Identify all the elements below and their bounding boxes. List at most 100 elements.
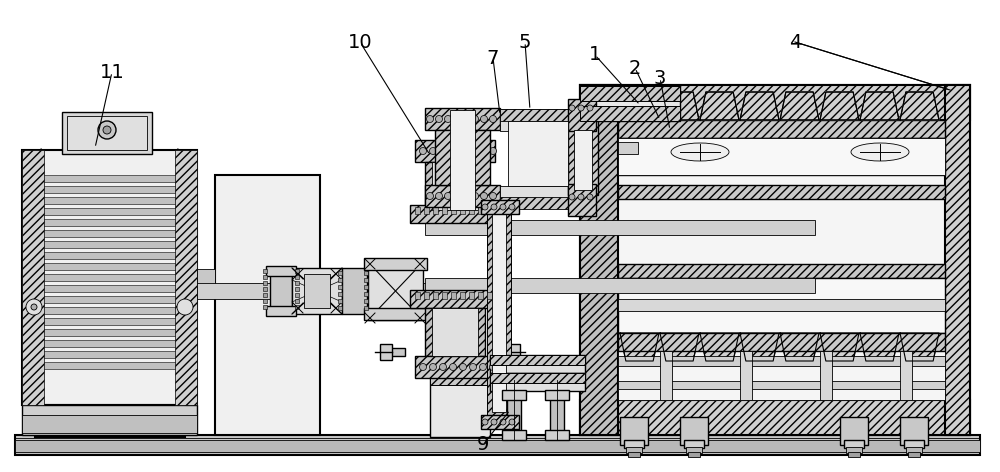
Polygon shape [780, 333, 819, 361]
Circle shape [490, 116, 496, 123]
Bar [620, 417, 648, 445]
Bar [580, 85, 970, 120]
Bar [508, 344, 520, 360]
Polygon shape [620, 333, 659, 361]
Bar [263, 299, 267, 303]
Text: 3: 3 [654, 68, 666, 87]
Bar [342, 268, 367, 314]
Bar [215, 175, 320, 435]
Polygon shape [860, 333, 899, 361]
Bar [295, 269, 299, 273]
Bar [904, 440, 924, 448]
Bar [435, 130, 490, 185]
Circle shape [462, 116, 470, 123]
Circle shape [426, 193, 434, 200]
Bar [263, 281, 267, 285]
Circle shape [460, 147, 466, 154]
Bar [840, 417, 868, 445]
Bar [580, 400, 970, 435]
Bar [34, 263, 185, 270]
Bar [424, 292, 429, 299]
Bar [618, 264, 945, 278]
Bar [490, 355, 585, 373]
Bar [478, 207, 483, 214]
Circle shape [440, 147, 446, 154]
Bar [22, 150, 44, 405]
Bar [67, 116, 147, 150]
Bar [490, 355, 585, 365]
Bar [433, 207, 438, 214]
Bar [364, 271, 368, 275]
Polygon shape [620, 92, 659, 120]
Polygon shape [700, 333, 739, 361]
Bar [34, 285, 185, 292]
Polygon shape [820, 333, 859, 361]
Bar [34, 296, 185, 303]
Bar [848, 452, 860, 457]
Circle shape [444, 116, 452, 123]
Bar [364, 299, 368, 303]
Bar [263, 269, 267, 273]
Text: 1: 1 [589, 45, 601, 65]
Circle shape [480, 116, 488, 123]
Polygon shape [620, 333, 659, 361]
Bar [34, 351, 185, 358]
Circle shape [491, 419, 497, 425]
Bar [481, 415, 519, 429]
Polygon shape [740, 333, 779, 361]
Bar [906, 447, 922, 453]
Bar [442, 292, 447, 299]
Bar [618, 120, 945, 138]
Polygon shape [860, 92, 899, 120]
Bar [686, 447, 702, 453]
Bar [34, 175, 185, 182]
Polygon shape [700, 92, 739, 120]
Bar [34, 197, 185, 204]
Bar [15, 435, 980, 455]
Bar [846, 447, 862, 453]
Polygon shape [900, 333, 939, 361]
Bar [263, 275, 267, 279]
Circle shape [480, 147, 486, 154]
Polygon shape [860, 92, 899, 120]
Bar [580, 106, 680, 121]
Text: 11: 11 [100, 62, 124, 82]
Bar [295, 275, 299, 279]
Bar [425, 220, 815, 235]
Circle shape [500, 419, 506, 425]
Circle shape [436, 116, 442, 123]
Bar [34, 208, 185, 215]
Circle shape [482, 204, 488, 210]
Polygon shape [660, 333, 699, 361]
Bar [660, 351, 672, 400]
Circle shape [454, 116, 460, 123]
Bar [688, 452, 700, 457]
Circle shape [177, 299, 193, 315]
Bar [945, 85, 970, 435]
Circle shape [462, 193, 470, 200]
Bar [15, 440, 980, 452]
Bar [364, 292, 368, 296]
Bar [263, 287, 267, 291]
Circle shape [454, 193, 460, 200]
Bar [545, 430, 569, 440]
Bar [425, 162, 485, 210]
Polygon shape [740, 92, 779, 120]
Bar [425, 278, 815, 293]
Bar [425, 185, 500, 207]
Circle shape [587, 194, 593, 200]
Bar [34, 274, 185, 281]
Circle shape [480, 363, 486, 371]
Circle shape [490, 147, 496, 154]
Circle shape [26, 299, 42, 315]
Bar [451, 292, 456, 299]
Bar [580, 86, 680, 101]
Bar [390, 348, 405, 356]
Bar [430, 370, 490, 437]
Bar [908, 452, 920, 457]
Bar [364, 306, 368, 310]
Bar [680, 417, 708, 445]
Polygon shape [700, 92, 739, 120]
Bar [22, 415, 197, 433]
Bar [618, 142, 638, 154]
